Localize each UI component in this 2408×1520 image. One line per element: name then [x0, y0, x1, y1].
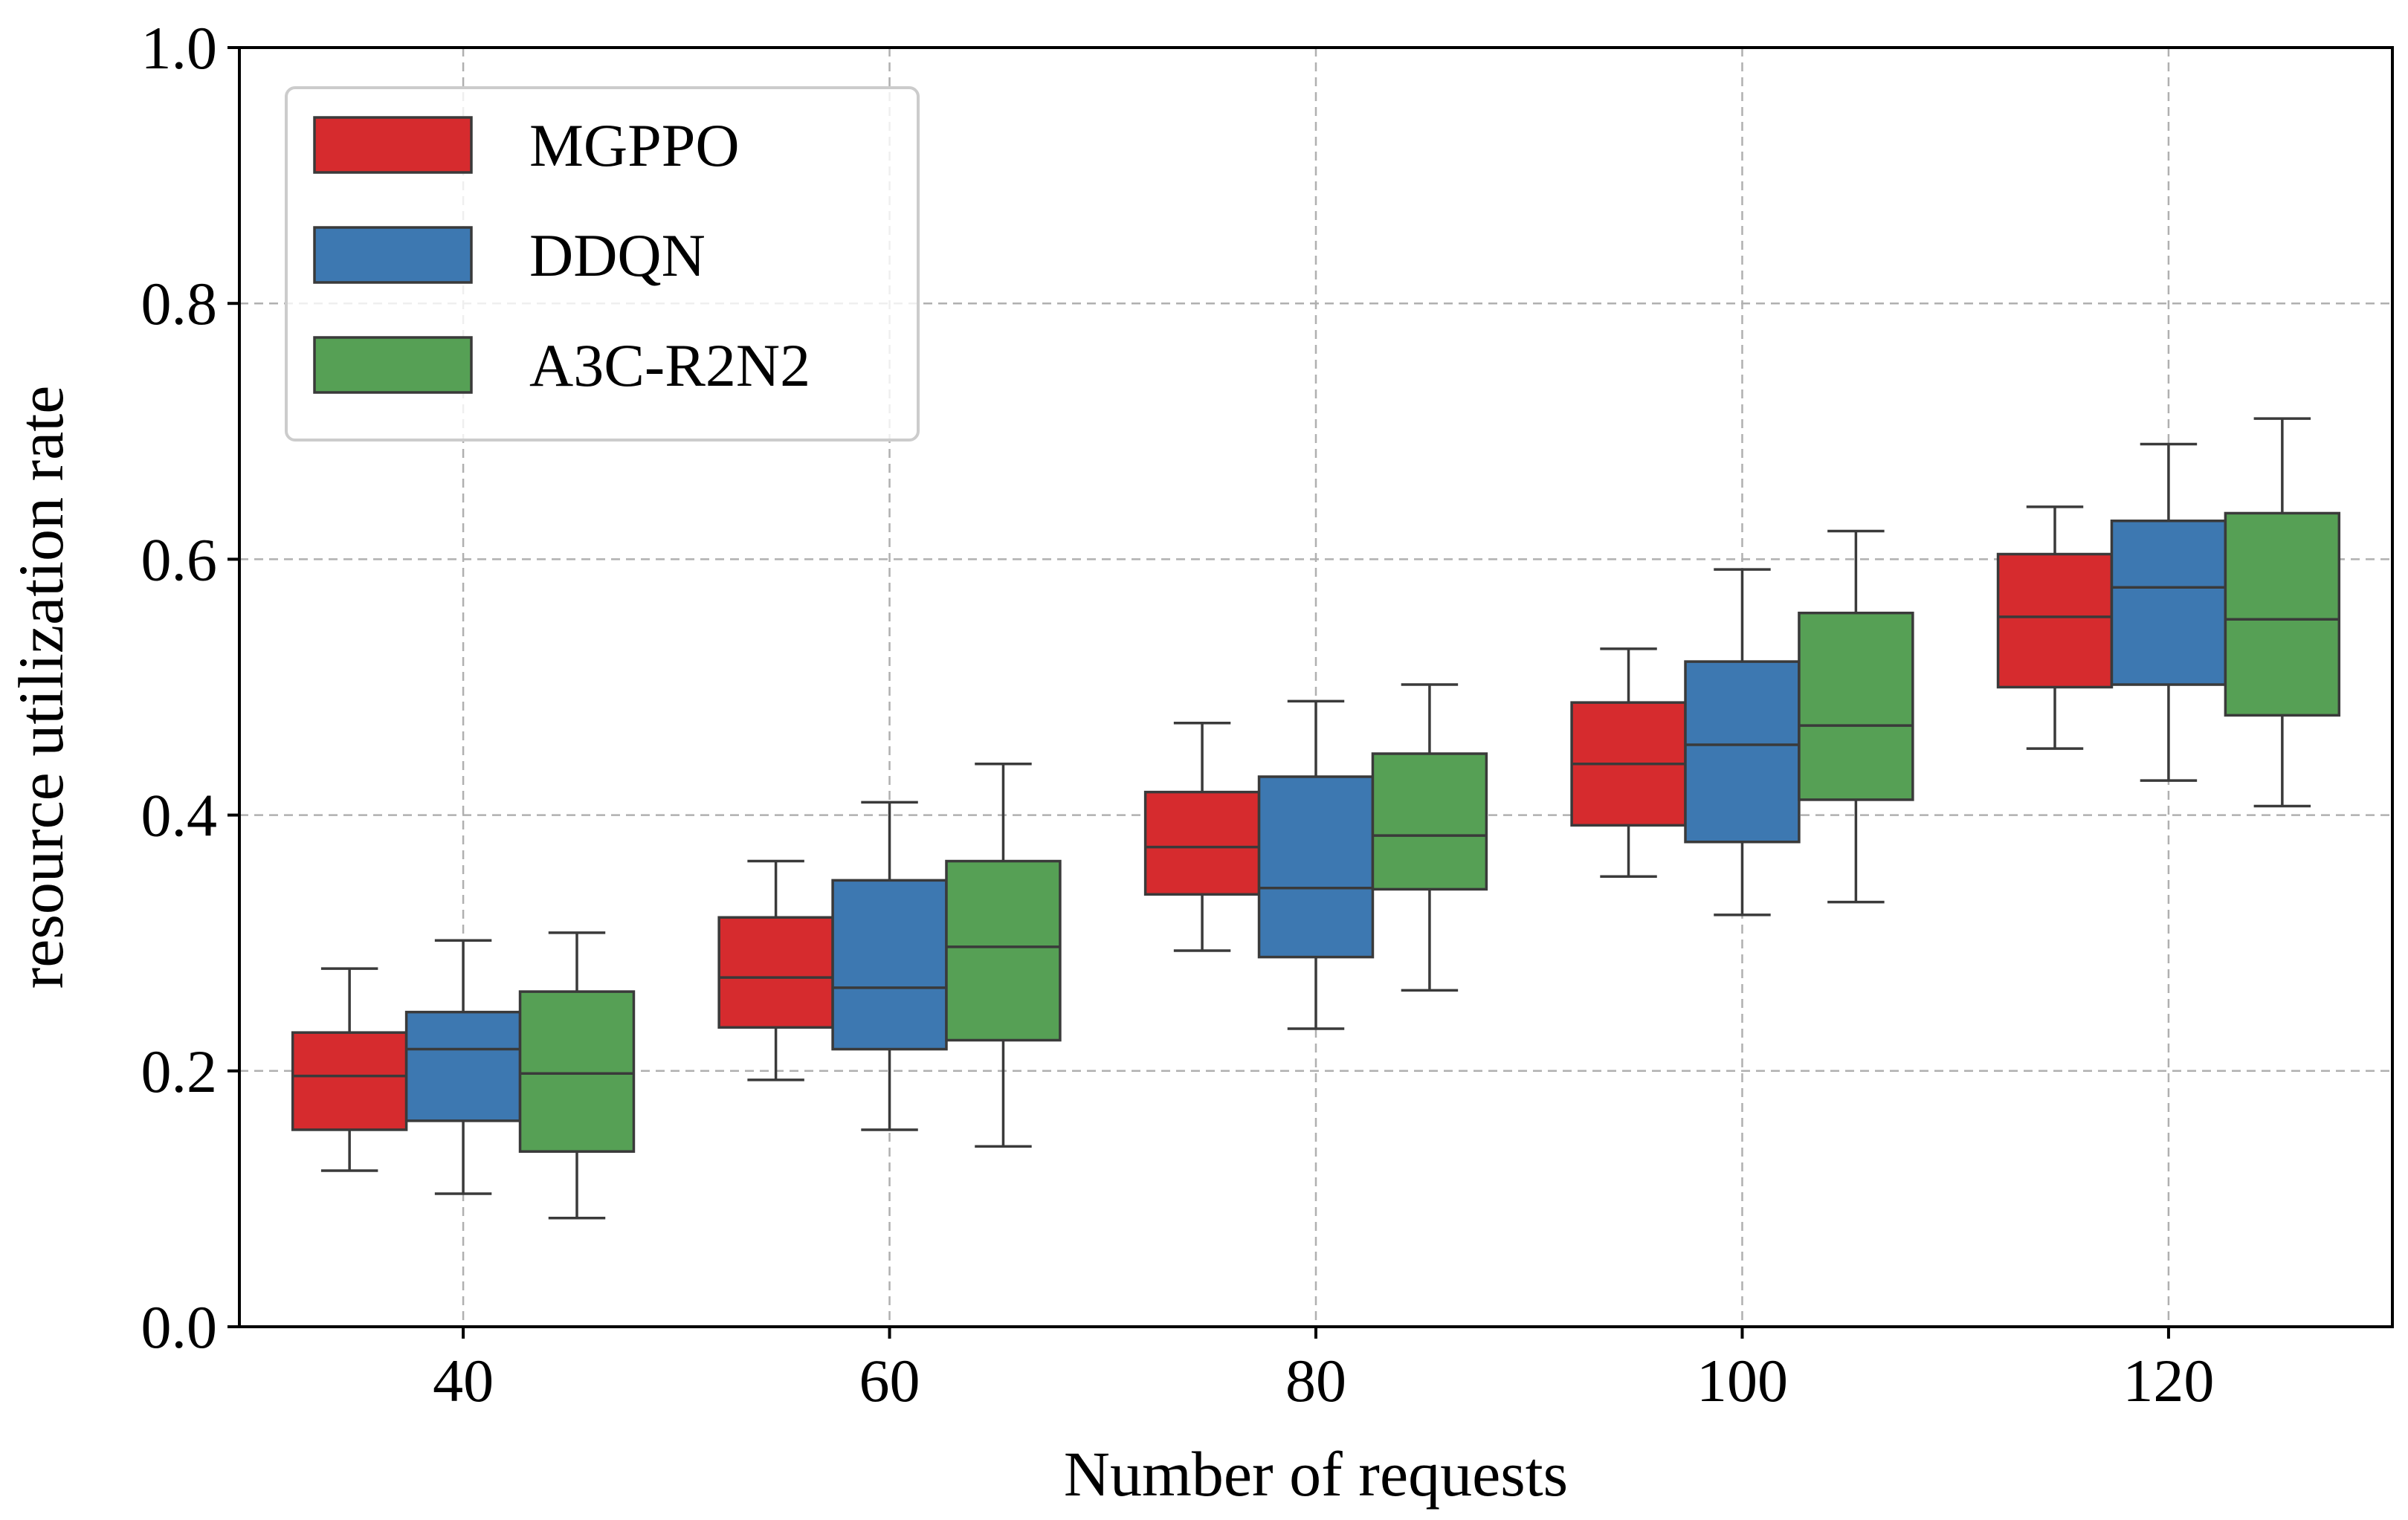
iqr-box	[1371, 752, 1488, 891]
iqr-box	[291, 1031, 408, 1131]
box-mgppo-40	[291, 967, 408, 1172]
box-layer	[291, 417, 2341, 1220]
iqr-box	[1684, 660, 1801, 844]
y-tick-label: 0.8	[141, 270, 218, 337]
box-mgppo-100	[1570, 647, 1687, 878]
x-tick-label: 40	[433, 1347, 494, 1414]
iqr-box	[945, 859, 1062, 1042]
box-ddqn-120	[2110, 442, 2227, 782]
iqr-box	[2110, 520, 2227, 686]
iqr-box	[518, 990, 636, 1153]
legend-swatch	[313, 226, 473, 284]
y-tick-label: 0.6	[141, 525, 218, 593]
iqr-box	[404, 1010, 522, 1122]
box-ddqn-40	[404, 939, 522, 1195]
x-tick-label: 80	[1285, 1347, 1346, 1414]
box-ddqn-100	[1684, 568, 1801, 916]
legend-swatch	[313, 116, 473, 174]
x-axis-label: Number of requests	[1064, 1438, 1568, 1510]
tick-layer: 0.0 0.2 0.4 0.6 0.8 1.0 40 60 80 100 120	[141, 14, 2215, 1414]
y-tick-label: 1.0	[141, 14, 218, 82]
legend-item-mgppo: MGPPO	[313, 111, 740, 179]
x-tick-label: 100	[1697, 1347, 1788, 1414]
box-mgppo-60	[717, 859, 834, 1081]
legend-label: DDQN	[529, 221, 706, 289]
box-mgppo-120	[1996, 505, 2114, 750]
box-ddqn-80	[1257, 699, 1375, 1030]
box-a3c-r2n2-100	[1798, 529, 1914, 904]
box-a3c-r2n2-120	[2224, 417, 2341, 808]
box-a3c-r2n2-80	[1371, 683, 1488, 992]
legend-label: A3C-R2N2	[529, 332, 810, 399]
legend-swatch	[313, 336, 473, 394]
x-tick-label: 60	[859, 1347, 920, 1414]
legend: MGPPO DDQN A3C-R2N2	[285, 86, 920, 442]
box-a3c-r2n2-60	[945, 763, 1062, 1148]
iqr-box	[1798, 611, 1914, 801]
iqr-box	[717, 916, 834, 1029]
legend-item-a3c-r2n2: A3C-R2N2	[313, 332, 810, 399]
x-tick-label: 120	[2123, 1347, 2214, 1414]
box-mgppo-80	[1143, 721, 1261, 952]
iqr-box	[1996, 552, 2114, 689]
legend-label: MGPPO	[529, 111, 740, 179]
legend-item-ddqn: DDQN	[313, 221, 706, 289]
y-axis-label: resource utilization rate	[5, 386, 77, 989]
iqr-box	[1143, 790, 1261, 896]
box-a3c-r2n2-40	[518, 931, 636, 1220]
iqr-box	[2224, 511, 2341, 717]
iqr-box	[1257, 775, 1375, 959]
box-ddqn-60	[831, 801, 948, 1131]
y-tick-label: 0.4	[141, 782, 218, 850]
iqr-box	[831, 879, 948, 1051]
y-tick-label: 0.2	[141, 1038, 218, 1105]
y-tick-label: 0.0	[141, 1293, 218, 1361]
